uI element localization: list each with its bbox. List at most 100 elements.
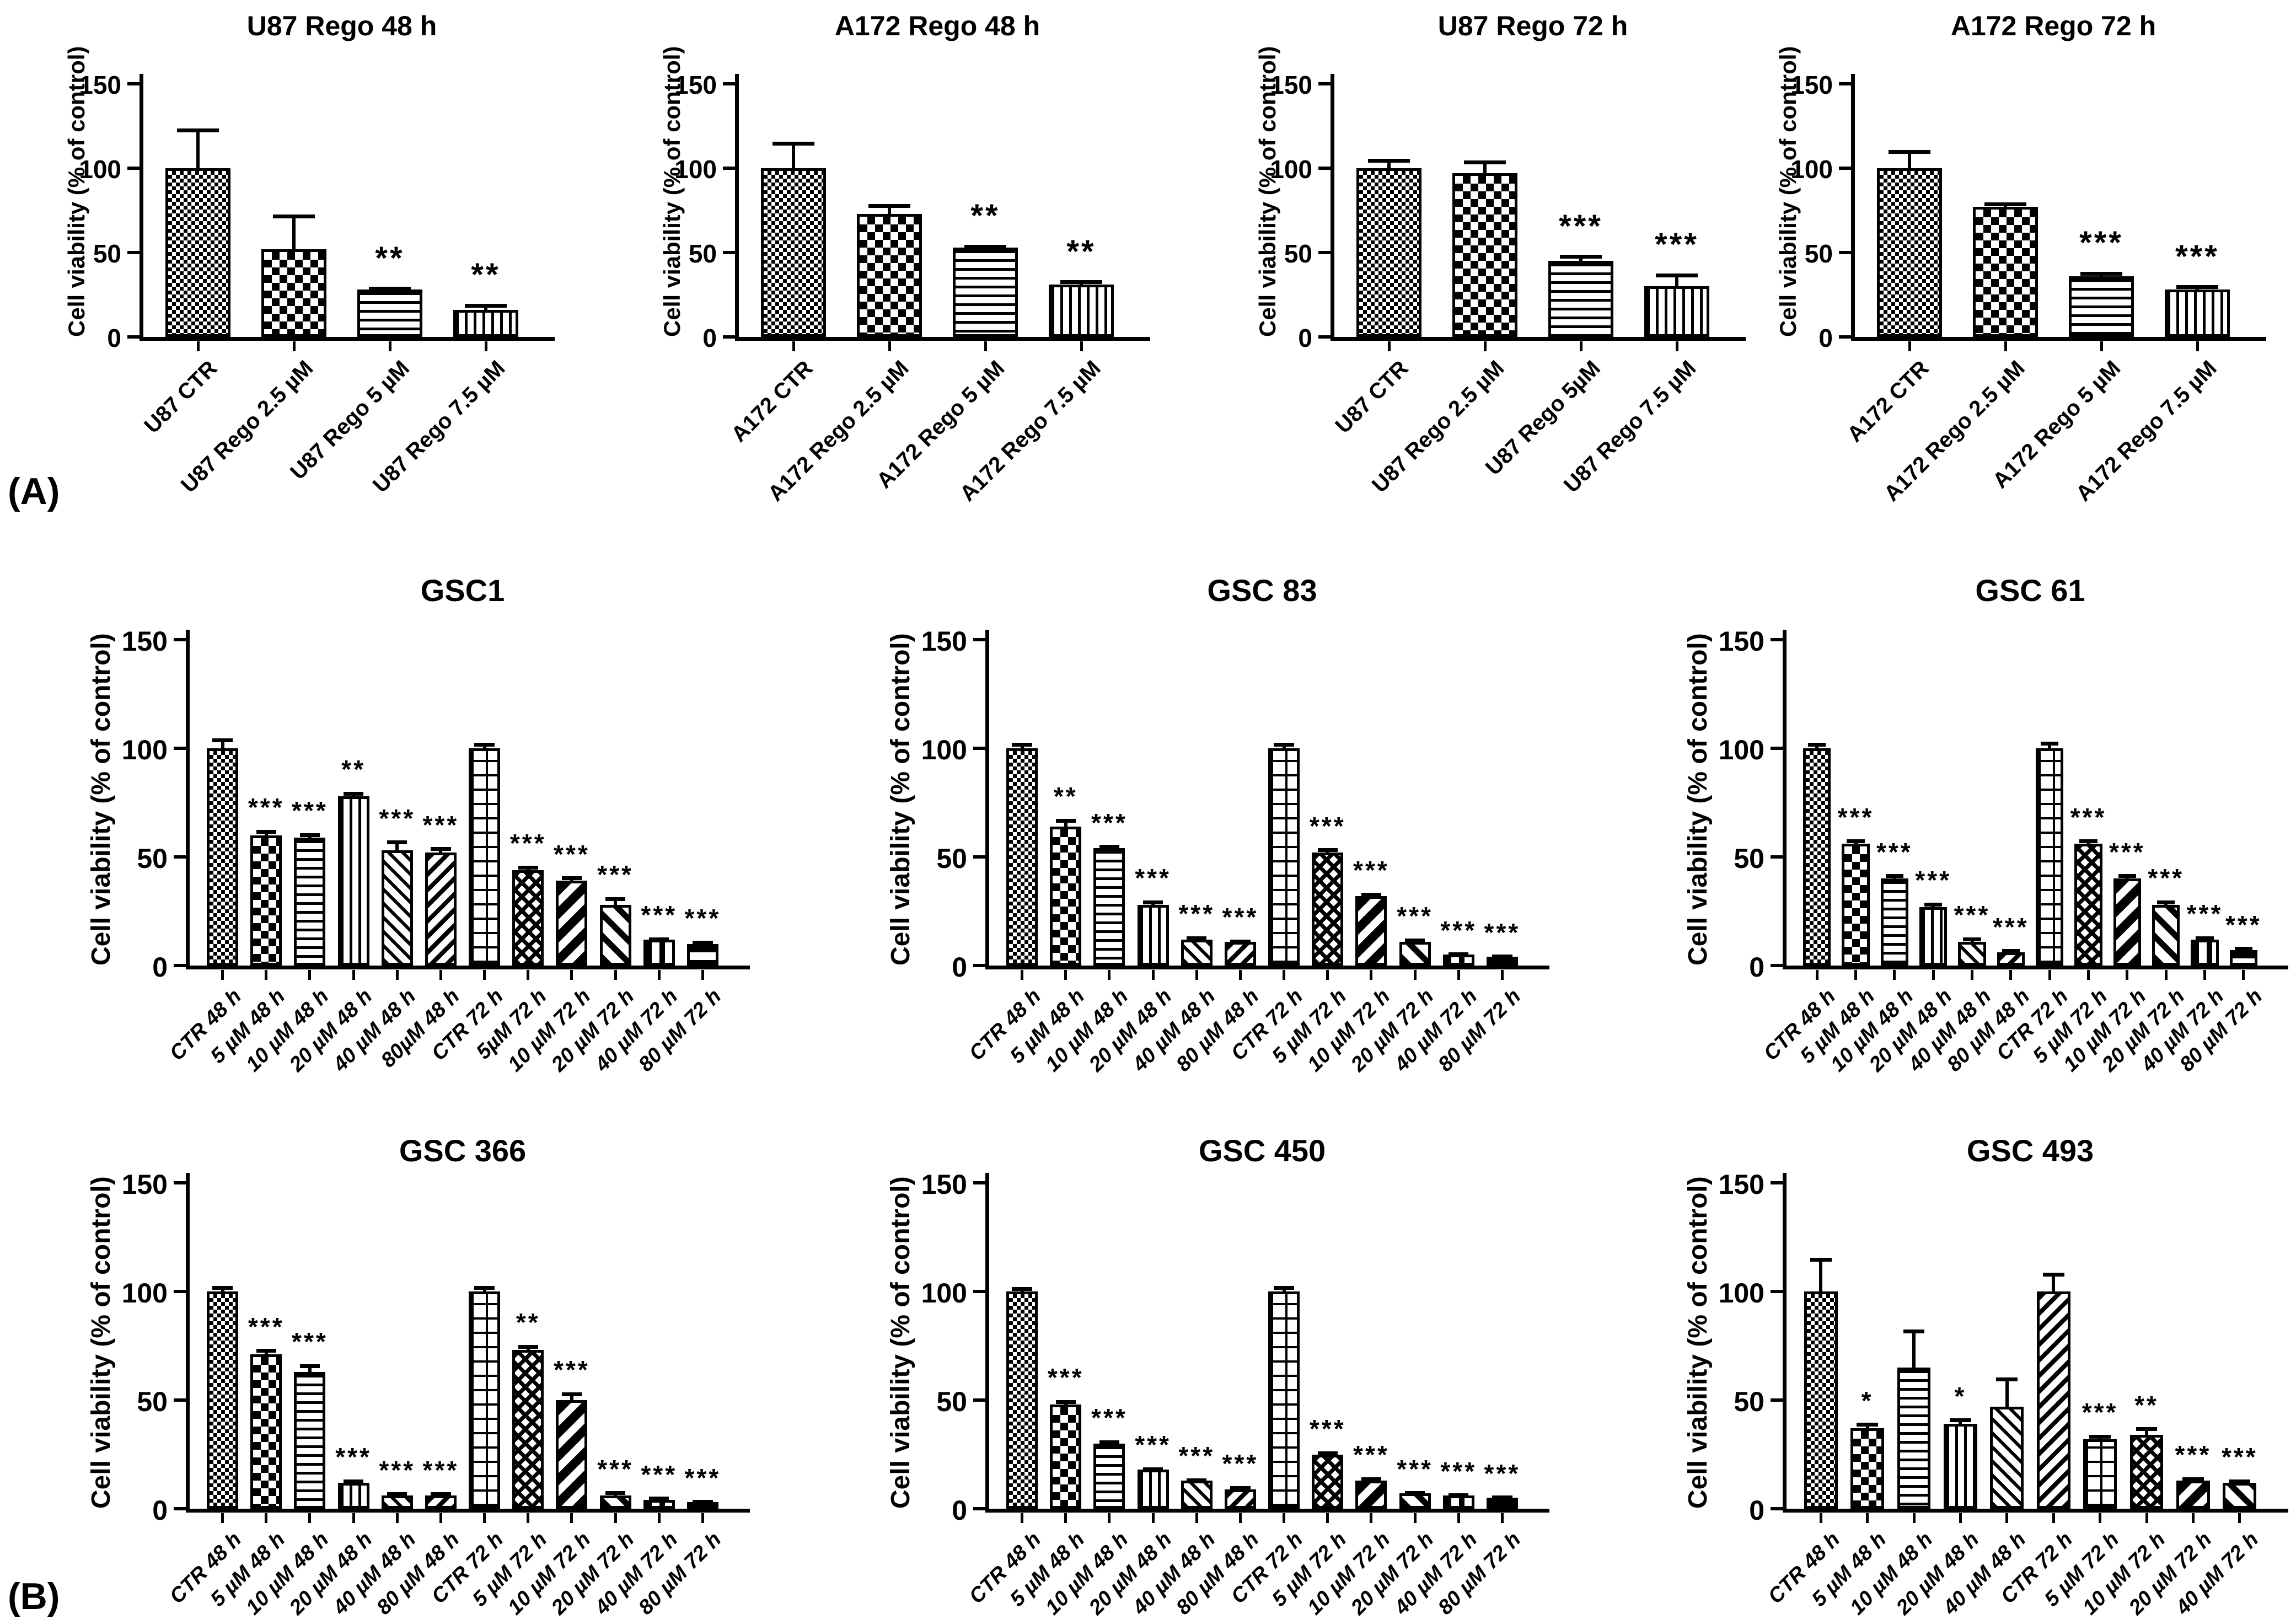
- significance-stars: ***: [1440, 1456, 1477, 1486]
- error-bar-stem: [196, 129, 200, 173]
- chart-title: GSC 61: [1975, 573, 2085, 608]
- bar: [2113, 878, 2142, 966]
- error-bar-cap: [2156, 900, 2175, 904]
- y-tick-label: 50: [936, 843, 967, 874]
- y-tick-label: 50: [1284, 239, 1312, 269]
- error-bar-cap: [1317, 1451, 1338, 1455]
- bar: [1006, 748, 1038, 966]
- error-bar-cap: [605, 1491, 626, 1495]
- x-tick: [1151, 1513, 1155, 1523]
- chart-gsc366: GSC 366 Cell viability (% of control) 0 5…: [35, 1090, 807, 1619]
- x-category-label: A172 CTR: [726, 356, 818, 447]
- x-axis-line: [186, 966, 750, 969]
- x-axis-line: [1783, 1509, 2288, 1513]
- bar: [294, 837, 326, 966]
- x-axis-line: [186, 1509, 750, 1513]
- error-bar-cap: [2176, 285, 2218, 290]
- y-axis-label: Cell viability (% of control): [1254, 46, 1280, 337]
- y-axis-label: Cell viability (% of control): [87, 633, 116, 966]
- chart-a172-rego-72h: A172 Rego 72 h Cell viability (% of cont…: [1745, 2, 2296, 526]
- bar: [1268, 1291, 1300, 1509]
- x-category-label: U87 CTR: [1331, 356, 1413, 438]
- x-tick: [1893, 970, 1896, 980]
- significance-stars: **: [1053, 782, 1078, 811]
- error-bar-stem: [1912, 1330, 1916, 1372]
- error-bar-stem: [308, 1365, 312, 1376]
- bar: [1452, 173, 1518, 337]
- bar: [1050, 1404, 1082, 1509]
- error-bar-cap: [1492, 955, 1512, 959]
- error-bar-stem: [1908, 151, 1911, 173]
- error-bar-cap: [1055, 1400, 1076, 1404]
- significance-stars: ***: [597, 860, 634, 889]
- y-tick: [1771, 964, 1783, 967]
- error-bar-cap: [605, 897, 626, 901]
- error-bar-cap: [256, 829, 276, 834]
- bar: [294, 1371, 326, 1509]
- error-bar-cap: [1099, 1440, 1120, 1444]
- y-tick-label: 50: [93, 239, 121, 269]
- significance-stars: ***: [597, 1454, 634, 1483]
- error-bar-cap: [2136, 1427, 2158, 1432]
- significance-stars: ***: [684, 903, 721, 932]
- error-bar-cap: [343, 1479, 364, 1483]
- significance-stars: ***: [641, 900, 678, 930]
- significance-stars: ***: [2079, 225, 2123, 261]
- x-tick: [196, 341, 200, 351]
- error-bar-cap: [1274, 743, 1294, 747]
- y-axis-label: Cell viability (% of control): [886, 1176, 915, 1509]
- significance-stars: **: [375, 240, 405, 276]
- chart-a172-rego-48h: A172 Rego 48 h Cell viability (% of cont…: [629, 2, 1180, 526]
- y-tick-label: 100: [674, 155, 717, 184]
- y-tick-label: 100: [1270, 155, 1312, 184]
- error-bar-cap: [2079, 839, 2097, 844]
- x-tick: [1500, 1513, 1504, 1523]
- error-bar-stem: [1387, 159, 1391, 173]
- y-tick-label: 50: [137, 843, 168, 874]
- error-bar-cap: [1012, 1287, 1032, 1291]
- bar: [2068, 276, 2134, 337]
- y-tick-label: 50: [1804, 239, 1833, 269]
- significance-stars: ***: [2221, 1443, 2258, 1472]
- y-tick: [1771, 747, 1783, 750]
- y-tick-label: 0: [152, 951, 168, 983]
- chart-gsc450: GSC 450 Cell viability (% of control) 0 5…: [835, 1090, 1607, 1619]
- x-tick: [1932, 970, 1935, 980]
- y-tick: [1318, 167, 1331, 170]
- bar: [686, 943, 718, 966]
- error-bar-cap: [1996, 1377, 2018, 1381]
- bar: [1224, 941, 1256, 966]
- x-tick: [701, 1513, 704, 1523]
- significance-stars: ***: [1353, 856, 1390, 885]
- bar: [1944, 1424, 1977, 1509]
- error-bar-cap: [1361, 1477, 1382, 1481]
- bar: [599, 904, 631, 966]
- chart-title: U87 Rego 48 h: [246, 10, 437, 41]
- x-tick: [265, 970, 268, 980]
- error-bar-cap: [868, 204, 910, 208]
- y-axis-line: [1783, 630, 1787, 969]
- chart-gsc83: GSC 83 Cell viability (% of control) 0 50…: [835, 529, 1607, 1086]
- error-bar-cap: [1230, 939, 1251, 943]
- significance-stars: ***: [2109, 837, 2145, 866]
- chart-gsc493: GSC 493 Cell viability (% of control) 0 5…: [1632, 1090, 2296, 1619]
- error-bar-cap: [1885, 874, 1904, 878]
- y-tick: [1839, 82, 1851, 85]
- significance-stars: **: [970, 198, 1000, 234]
- bar: [512, 870, 544, 966]
- x-tick: [388, 341, 391, 351]
- significance-stars: ***: [1559, 208, 1603, 244]
- error-bar-cap: [2002, 949, 2020, 953]
- error-bar-cap: [1984, 202, 2026, 207]
- x-tick: [221, 970, 224, 980]
- error-bar-stem: [2048, 743, 2052, 753]
- x-tick: [292, 341, 296, 351]
- error-bar-stem: [1819, 1258, 1823, 1296]
- y-tick: [1318, 82, 1331, 85]
- significance-stars: ***: [1047, 1363, 1084, 1392]
- significance-stars: ***: [1954, 900, 1991, 930]
- bar: [1486, 1498, 1518, 1509]
- error-bar-stem: [221, 739, 224, 753]
- error-bar-cap: [1464, 160, 1506, 164]
- bar: [643, 1500, 675, 1509]
